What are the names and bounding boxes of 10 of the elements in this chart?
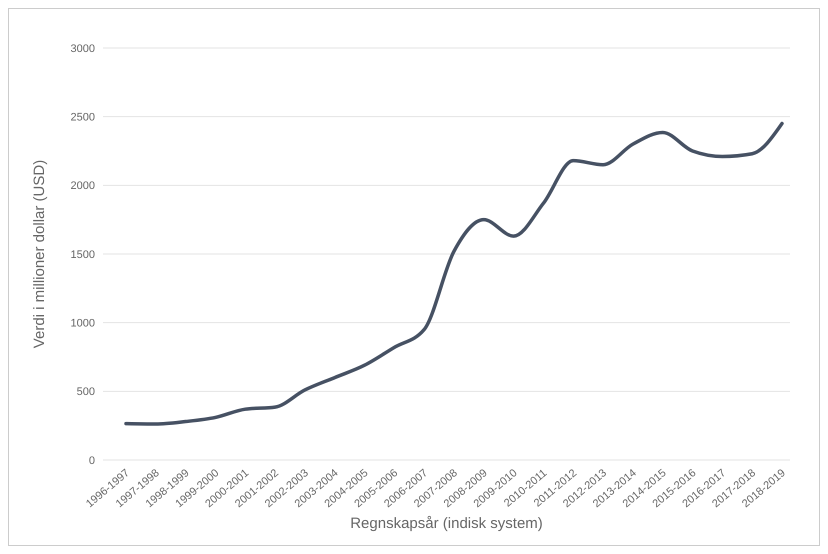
line-series bbox=[124, 122, 784, 426]
y-tick-label: 2500 bbox=[70, 112, 95, 124]
y-tick-label: 0 bbox=[88, 454, 95, 467]
y-axis-title: Verdi i millioner dollar (USD) bbox=[31, 160, 48, 348]
y-tick-label: 1500 bbox=[70, 248, 95, 261]
y-tick-label: 500 bbox=[76, 386, 95, 398]
y-tick-label: 3000 bbox=[70, 42, 95, 55]
y-tick-label: 1000 bbox=[70, 318, 95, 330]
x-axis-title: Regnskapsår (indisk system) bbox=[350, 515, 543, 532]
y-tick-label: 2000 bbox=[70, 180, 95, 192]
